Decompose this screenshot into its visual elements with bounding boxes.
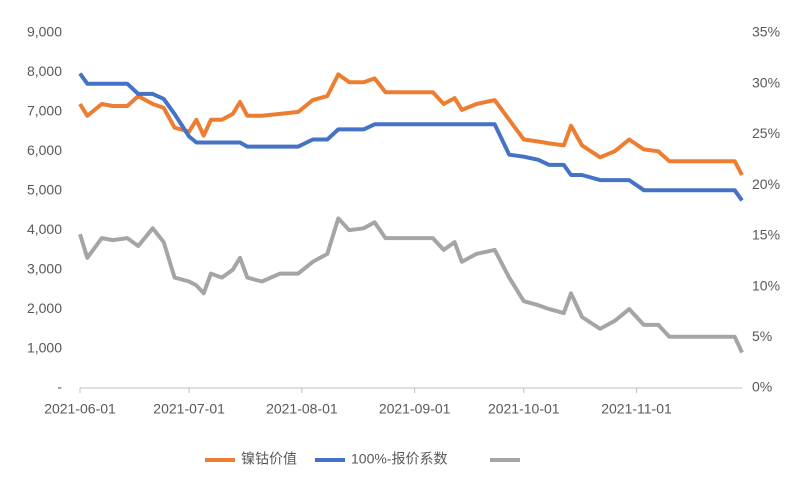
legend-label: 镍钴价值 xyxy=(241,451,297,467)
y2-tick-label: 30% xyxy=(752,74,780,90)
y2-tick-label: 25% xyxy=(752,125,780,141)
x-tick-label: 2021-09-01 xyxy=(379,401,451,417)
x-tick-label: 2021-10-01 xyxy=(488,401,560,417)
y-tick-label: 7,000 xyxy=(27,103,62,119)
x-tick-label: 2021-08-01 xyxy=(266,401,338,417)
y-tick-label: 4,000 xyxy=(27,221,62,237)
series-line xyxy=(78,72,744,202)
y-tick-label: 2,000 xyxy=(27,300,62,316)
y-tick-label: 9,000 xyxy=(27,24,62,40)
x-tick-label: 2021-11-01 xyxy=(601,401,672,417)
y-tick-label: - xyxy=(57,379,62,395)
y-tick-label: 5,000 xyxy=(27,181,62,197)
y2-tick-label: 10% xyxy=(752,277,780,293)
x-tick-label: 2021-06-01 xyxy=(44,401,116,417)
x-tick-label: 2021-07-01 xyxy=(153,401,225,417)
y-tick-label: 1,000 xyxy=(27,339,62,355)
y2-tick-label: 5% xyxy=(752,328,772,344)
y-tick-label: 6,000 xyxy=(27,142,62,158)
y2-tick-label: 35% xyxy=(752,24,780,40)
y2-tick-label: 20% xyxy=(752,176,780,192)
y2-tick-label: 0% xyxy=(752,379,772,395)
y2-tick-label: 15% xyxy=(752,227,780,243)
y-tick-label: 3,000 xyxy=(27,260,62,276)
legend-label: 100%-报价系数 xyxy=(351,451,447,467)
y-tick-label: 8,000 xyxy=(27,63,62,79)
series-line xyxy=(78,216,744,354)
